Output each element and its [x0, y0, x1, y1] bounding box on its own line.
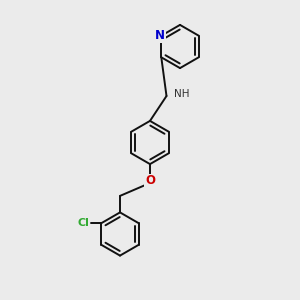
- Text: NH: NH: [174, 89, 190, 100]
- Text: N: N: [155, 29, 165, 42]
- Text: O: O: [145, 174, 155, 187]
- Text: Cl: Cl: [77, 218, 89, 228]
